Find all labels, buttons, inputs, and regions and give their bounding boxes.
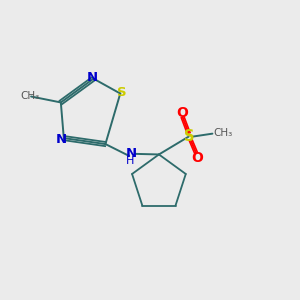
Text: CH₃: CH₃ [213,128,232,138]
Text: N: N [126,147,137,160]
Text: S: S [117,86,127,99]
Text: H: H [126,156,135,166]
Text: N: N [56,133,67,146]
Text: N: N [86,71,98,84]
Text: S: S [184,128,194,143]
Text: O: O [176,106,188,119]
Text: O: O [191,151,203,165]
Text: CH₃: CH₃ [20,91,39,101]
